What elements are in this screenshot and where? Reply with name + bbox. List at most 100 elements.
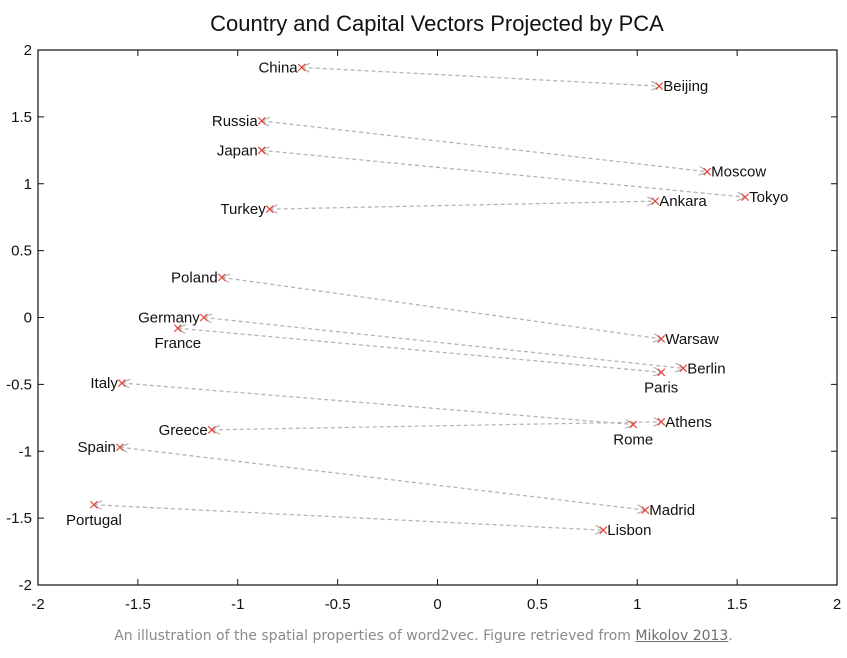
y-tick-label: 1.5 [11, 109, 32, 126]
y-tick-label: -1 [19, 443, 32, 460]
x-marker [90, 500, 98, 509]
point-label: Athens [665, 414, 712, 431]
point-ankara: Ankara [651, 193, 707, 210]
point-athens: Athens [657, 414, 712, 431]
x-marker [741, 193, 750, 202]
y-tick-label: 0.5 [11, 243, 32, 260]
point-label: Tokyo [749, 189, 788, 206]
x-marker [655, 82, 664, 91]
figure-caption: An illustration of the spatial propertie… [0, 628, 847, 644]
x-marker [657, 334, 666, 343]
vector-arrow-france-paris [178, 328, 661, 372]
point-label: Italy [90, 375, 118, 392]
point-italy: Italy [90, 375, 126, 392]
vector-arrow-greece-athens [212, 422, 661, 430]
x-tick-label: -1.5 [125, 596, 151, 613]
x-marker [599, 526, 608, 535]
y-tick-label: -2 [19, 577, 32, 594]
point-rome: Rome [613, 420, 653, 449]
x-marker [641, 506, 650, 515]
x-tick-label: 0.5 [527, 596, 548, 613]
point-poland: Poland [171, 269, 226, 286]
vector-arrow-japan-tokyo [262, 150, 745, 197]
caption-text: An illustration of the spatial propertie… [114, 628, 636, 644]
point-lisbon: Lisbon [599, 522, 651, 539]
x-marker [257, 146, 266, 155]
x-marker [651, 197, 660, 206]
x-tick-label: -1 [231, 596, 244, 613]
point-label: Paris [644, 379, 678, 396]
x-tick-label: 0 [433, 596, 441, 613]
chart-title: Country and Capital Vectors Projected by… [210, 11, 664, 36]
point-label: France [154, 335, 201, 352]
point-paris: Paris [644, 368, 678, 396]
x-marker [679, 364, 688, 373]
x-marker [217, 273, 226, 282]
vector-arrow-spain-madrid [120, 447, 645, 510]
x-marker [657, 417, 666, 426]
point-label: Lisbon [607, 522, 651, 539]
point-berlin: Berlin [679, 360, 726, 377]
point-moscow: Moscow [703, 164, 766, 181]
vector-arrow-poland-warsaw [222, 277, 661, 339]
x-marker [207, 425, 216, 434]
vector-arrow-turkey-ankara [270, 201, 656, 209]
point-label: Berlin [687, 360, 725, 377]
vector-arrows [94, 67, 745, 530]
point-turkey: Turkey [220, 201, 274, 218]
point-label: Japan [217, 142, 258, 159]
point-russia: Russia [212, 113, 266, 130]
point-germany: Germany [138, 310, 208, 327]
point-tokyo: Tokyo [741, 189, 788, 206]
caption-suffix: . [728, 628, 733, 644]
point-japan: Japan [217, 142, 266, 159]
point-label: Russia [212, 113, 259, 130]
vector-arrow-portugal-lisbon [94, 505, 603, 530]
x-marker [115, 443, 124, 452]
point-portugal: Portugal [66, 500, 122, 529]
point-warsaw: Warsaw [657, 331, 719, 348]
point-label: Greece [159, 422, 208, 439]
point-madrid: Madrid [641, 502, 695, 519]
point-label: Madrid [649, 502, 695, 519]
point-label: Moscow [711, 164, 766, 181]
x-tick-label: -0.5 [325, 596, 351, 613]
point-label: Warsaw [665, 331, 719, 348]
point-label: Portugal [66, 512, 122, 529]
point-label: Poland [171, 269, 218, 286]
x-marker [657, 368, 666, 377]
x-marker [629, 420, 638, 429]
y-tick-label: 0 [24, 310, 32, 327]
x-tick-label: 2 [833, 596, 841, 613]
point-spain: Spain [78, 439, 124, 456]
data-points: China Beijing Russia Moscow Japan Tokyo Turkey… [66, 59, 788, 539]
x-marker [257, 116, 266, 125]
x-tick-label: -2 [31, 596, 44, 613]
x-marker [703, 167, 712, 176]
point-label: Rome [613, 432, 653, 449]
citation-link[interactable]: Mikolov 2013 [635, 628, 729, 644]
y-tick-label: 2 [24, 42, 32, 59]
vector-arrow-germany-berlin [204, 318, 683, 369]
axis-ticks: -2 -1.5 -1 -0.5 0 0.5 1 1.5 2 2 1.5 1 0.5 0 -0.5 -1 -1.5… [6, 42, 841, 613]
x-tick-label: 1 [633, 596, 641, 613]
x-marker [265, 205, 274, 214]
point-label: Beijing [663, 78, 708, 95]
y-tick-label: -1.5 [6, 510, 32, 527]
point-label: Germany [138, 310, 200, 327]
x-marker [297, 63, 306, 72]
vector-arrow-russia-moscow [262, 121, 707, 172]
x-marker [199, 313, 208, 322]
point-france: France [154, 324, 201, 352]
point-label: China [258, 59, 298, 76]
x-marker [173, 324, 182, 333]
y-tick-label: 1 [24, 176, 32, 193]
point-label: Spain [78, 439, 116, 456]
y-tick-label: -0.5 [6, 376, 32, 393]
x-tick-label: 1.5 [727, 596, 748, 613]
pca-scatter-chart: Country and Capital Vectors Projected by… [6, 11, 841, 613]
point-label: Turkey [220, 201, 266, 218]
point-beijing: Beijing [655, 78, 708, 95]
point-greece: Greece [159, 422, 216, 439]
vector-arrow-china-beijing [302, 67, 660, 86]
